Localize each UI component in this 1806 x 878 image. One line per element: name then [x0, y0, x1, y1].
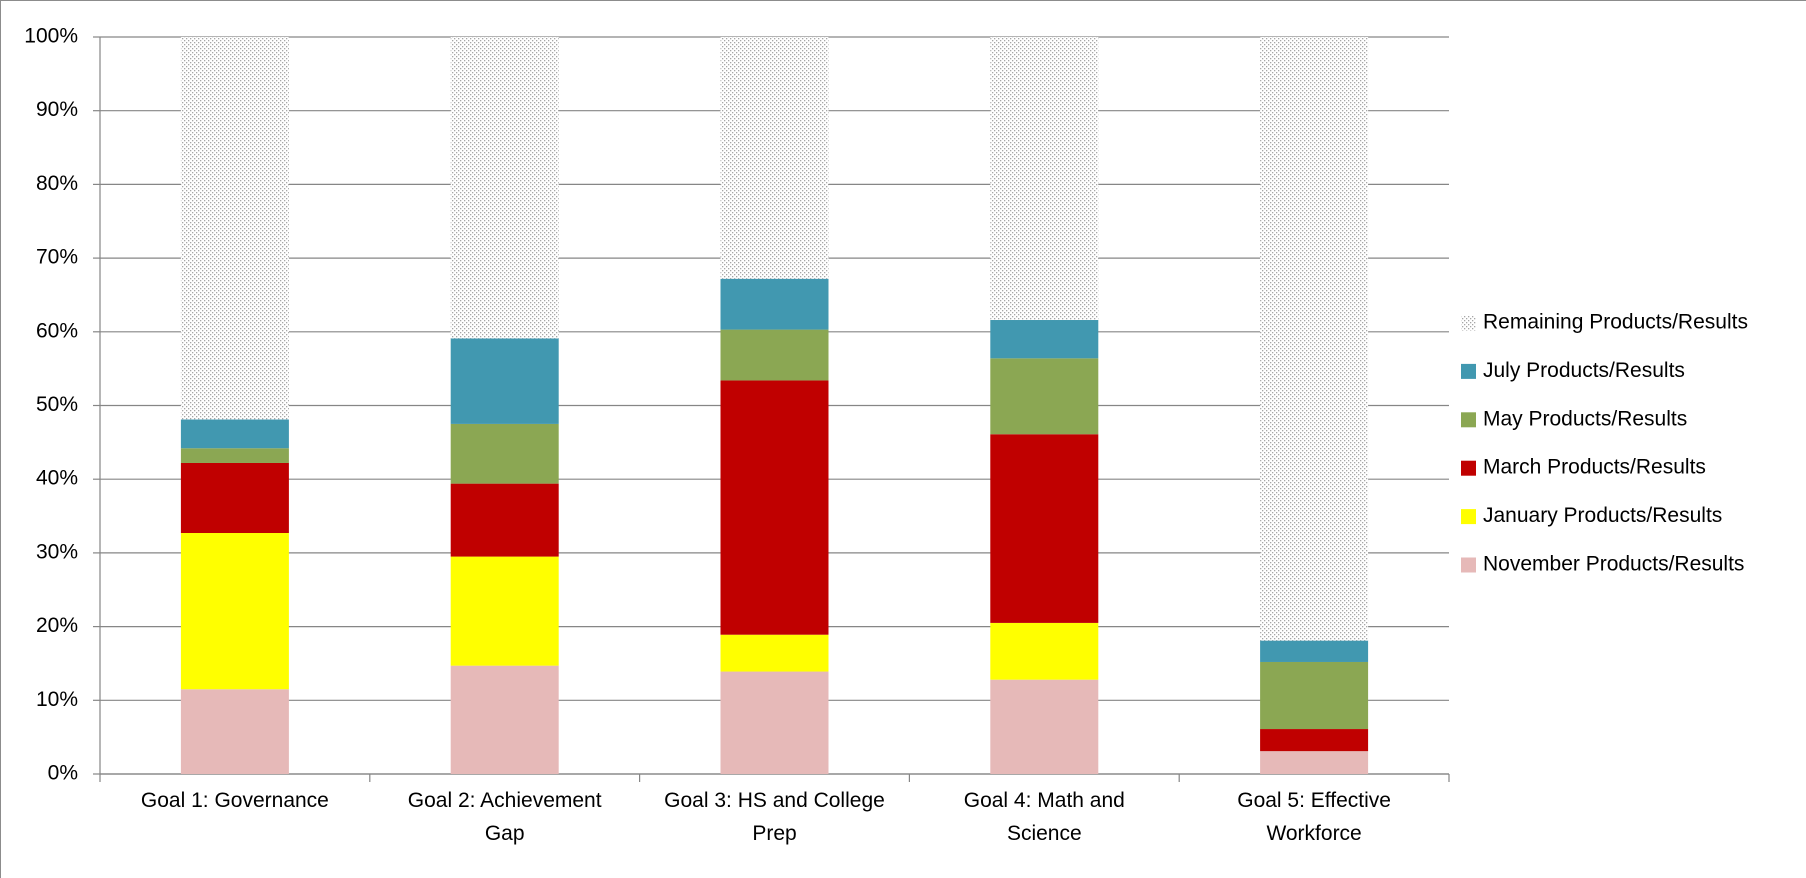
bar-segment — [180, 448, 289, 463]
bar-segment — [990, 434, 1099, 623]
x-tick-label: Goal 5: Effective Workforce — [1237, 789, 1391, 845]
legend-label: January Products/Results — [1483, 504, 1722, 527]
y-tick-label: 0% — [48, 762, 78, 785]
bar-segment — [1260, 37, 1369, 641]
bar-segment — [990, 679, 1099, 774]
legend-swatch — [1461, 363, 1476, 379]
bar-segment — [450, 338, 559, 424]
legend-swatch — [1461, 509, 1476, 525]
bar-segment — [990, 358, 1099, 435]
y-tick-label: 70% — [36, 246, 78, 269]
x-tick-label-box: Goal 1: Governance — [140, 789, 329, 812]
x-tick-label: Goal 3: HS and College Prep — [664, 789, 885, 845]
y-tick-label: 20% — [36, 614, 78, 637]
y-tick-label: 90% — [36, 98, 78, 121]
legend-swatch — [1461, 460, 1476, 476]
bar-segment — [180, 689, 289, 774]
legend-label: July Products/Results — [1483, 359, 1685, 382]
legend-label: Remaining Products/Results — [1483, 311, 1748, 334]
legend-label: November Products/Results — [1483, 553, 1744, 576]
y-tick-label: 30% — [36, 540, 78, 563]
legend-swatch — [1461, 412, 1476, 428]
legend-label: March Products/Results — [1483, 456, 1706, 479]
y-tick-label: 50% — [36, 393, 78, 416]
bar-segment — [720, 380, 829, 635]
y-tick-label: 10% — [36, 688, 78, 711]
y-tick-label: 80% — [36, 172, 78, 195]
bar-segment — [990, 37, 1099, 321]
legend-swatch — [1461, 315, 1476, 331]
x-tick-label-box: Goal 5: Effective Workforce — [1237, 789, 1391, 845]
bar-segment — [720, 671, 829, 774]
x-tick-label: Goal 4: Math and Science — [963, 789, 1125, 845]
x-tick-label-box: Goal 2: Achievement Gap — [407, 789, 602, 845]
y-tick-label: 60% — [36, 319, 78, 342]
legend-label: May Products/Results — [1483, 407, 1687, 430]
bar-segment — [1260, 751, 1369, 774]
x-tick-label: Goal 2: Achievement Gap — [407, 789, 602, 845]
bar-segment — [180, 37, 289, 420]
bar-segment — [1260, 729, 1369, 752]
x-tick-label-box: Goal 4: Math and Science — [963, 789, 1125, 845]
x-tick-label: Goal 1: Governance — [140, 789, 329, 812]
bar-segment — [450, 556, 559, 666]
bar-segment — [720, 329, 829, 381]
y-tick-label: 100% — [24, 25, 78, 48]
bar-segment — [180, 419, 289, 449]
bar-segment — [450, 37, 559, 339]
bar-segment — [1260, 661, 1369, 730]
bar-segment — [450, 483, 559, 557]
bar-segment — [450, 665, 559, 774]
bar-segment — [450, 423, 559, 484]
bar-segment — [1260, 640, 1369, 662]
bar-segment — [720, 37, 829, 279]
bar-segment — [720, 278, 829, 330]
bar-segment — [720, 634, 829, 672]
x-tick-label-box: Goal 3: HS and College Prep — [664, 789, 885, 845]
bar-segment — [990, 320, 1099, 359]
bar-segment — [990, 622, 1099, 680]
bar-segment — [180, 533, 289, 690]
bar-segment — [180, 462, 289, 534]
legend-swatch — [1461, 557, 1476, 573]
y-tick-label: 40% — [36, 467, 78, 490]
